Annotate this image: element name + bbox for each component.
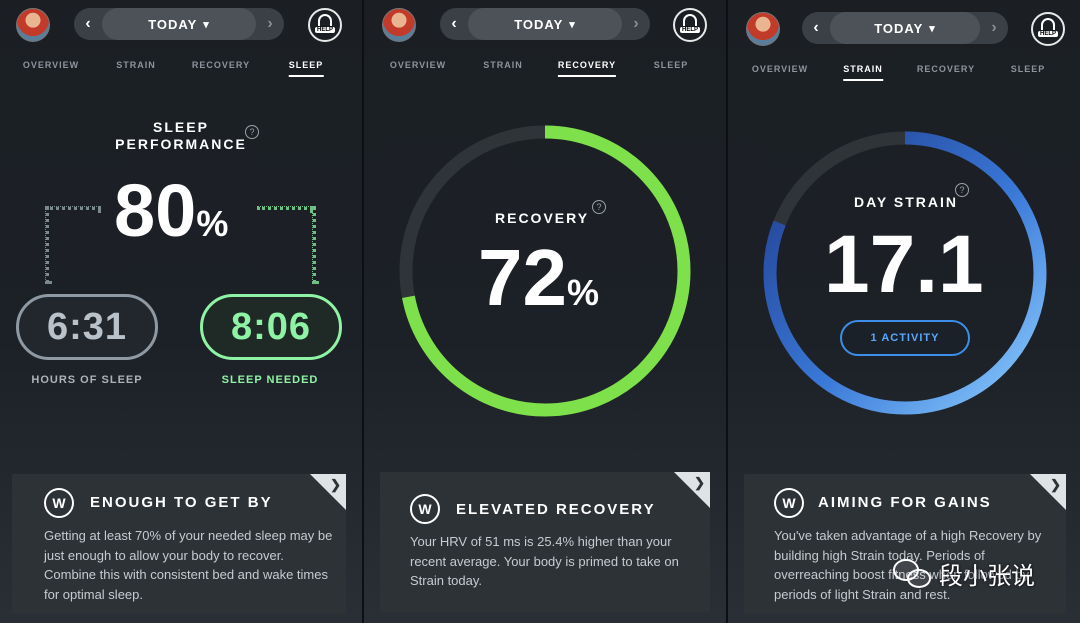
date-selector: ‹ TODAY ▾ › bbox=[74, 8, 284, 40]
date-dropdown[interactable]: TODAY ▾ bbox=[468, 8, 622, 40]
date-label: TODAY bbox=[874, 20, 924, 36]
expand-arrow-icon[interactable]: ❯ bbox=[330, 477, 341, 492]
tab-recovery[interactable]: RECOVERY bbox=[916, 64, 976, 74]
card-title: AIMING FOR GAINS bbox=[818, 494, 992, 511]
whoop-logo-icon: W bbox=[774, 488, 804, 518]
next-day-arrow-icon[interactable]: › bbox=[267, 15, 273, 32]
recovery-panel: ‹ TODAY ▾ › HELP OVERVIEW STRAIN RECOVER… bbox=[364, 0, 726, 623]
date-label: TODAY bbox=[514, 16, 564, 32]
avatar[interactable] bbox=[382, 8, 416, 42]
help-button[interactable]: HELP bbox=[308, 8, 342, 42]
connector-line bbox=[45, 206, 101, 210]
tab-overview[interactable]: OVERVIEW bbox=[751, 64, 809, 74]
whoop-logo-icon: W bbox=[44, 488, 74, 518]
sleep-performance-value: 80% bbox=[114, 169, 229, 252]
tab-overview[interactable]: OVERVIEW bbox=[22, 60, 80, 70]
tab-strain[interactable]: STRAIN bbox=[116, 60, 156, 70]
card-corner bbox=[674, 472, 710, 508]
strain-value: 17.1 bbox=[824, 219, 984, 310]
previous-day-arrow-icon[interactable]: ‹ bbox=[85, 15, 91, 32]
chevron-down-icon: ▾ bbox=[203, 18, 210, 31]
help-button[interactable]: HELP bbox=[673, 8, 707, 42]
tab-overview[interactable]: OVERVIEW bbox=[389, 60, 447, 70]
next-day-arrow-icon[interactable]: › bbox=[991, 19, 997, 36]
avatar[interactable] bbox=[746, 12, 780, 46]
date-selector: ‹ TODAY ▾ › bbox=[440, 8, 650, 40]
expand-arrow-icon[interactable]: ❯ bbox=[694, 475, 705, 490]
avatar[interactable] bbox=[16, 8, 50, 42]
whoop-logo-icon: W bbox=[410, 494, 440, 524]
next-day-arrow-icon[interactable]: › bbox=[633, 15, 639, 32]
wechat-icon bbox=[893, 557, 933, 591]
recovery-ring bbox=[399, 125, 691, 417]
chevron-down-icon: ▾ bbox=[929, 22, 936, 35]
strain-panel: ‹ TODAY ▾ › HELP OVERVIEW STRAIN RECOVER… bbox=[728, 0, 1080, 623]
strain-ring-arc bbox=[763, 131, 1047, 415]
watermark-text: 段小张说 bbox=[939, 562, 1035, 590]
sleep-needed-oval: 8:06 bbox=[200, 294, 342, 360]
headset-icon bbox=[318, 14, 332, 26]
date-label: TODAY bbox=[148, 16, 198, 32]
connector-line bbox=[312, 206, 316, 284]
help-label: HELP bbox=[1037, 31, 1058, 37]
expand-arrow-icon[interactable]: ❯ bbox=[1050, 477, 1061, 492]
card-text: Getting at least 70% of your needed slee… bbox=[44, 528, 333, 602]
connector-line bbox=[45, 206, 49, 284]
day-strain-label: DAY STRAIN bbox=[854, 194, 959, 210]
headset-icon bbox=[1041, 18, 1055, 30]
info-icon[interactable]: ? bbox=[592, 200, 606, 214]
card-title: ELEVATED RECOVERY bbox=[456, 501, 656, 518]
date-dropdown[interactable]: TODAY ▾ bbox=[830, 12, 980, 44]
recovery-insight-card[interactable]: ❯ W ELEVATED RECOVERY Your HRV of 51 ms … bbox=[380, 472, 710, 612]
sleep-insight-card[interactable]: ❯ W ENOUGH TO GET BY Getting at least 70… bbox=[12, 474, 346, 614]
hours-of-sleep-oval: 6:31 bbox=[16, 294, 158, 360]
headset-icon bbox=[683, 14, 697, 26]
watermark: 段小张说 bbox=[893, 556, 1035, 591]
tab-strain[interactable]: STRAIN bbox=[483, 60, 523, 70]
recovery-ring-arc bbox=[399, 125, 691, 417]
strain-insight-card[interactable]: ❯ W AIMING FOR GAINS You've taken advant… bbox=[744, 474, 1066, 614]
recovery-label: RECOVERY bbox=[495, 210, 590, 226]
tab-sleep[interactable]: SLEEP bbox=[653, 60, 689, 70]
card-corner bbox=[1030, 474, 1066, 510]
sleep-panel: ‹ TODAY ▾ › HELP OVERVIEW STRAIN RECOVER… bbox=[0, 0, 362, 623]
tab-sleep[interactable]: SLEEP bbox=[1010, 64, 1046, 74]
tab-recovery[interactable]: RECOVERY bbox=[557, 60, 617, 77]
date-dropdown[interactable]: TODAY ▾ bbox=[102, 8, 256, 40]
card-corner bbox=[310, 474, 346, 510]
previous-day-arrow-icon[interactable]: ‹ bbox=[451, 15, 457, 32]
help-label: HELP bbox=[679, 27, 700, 33]
recovery-value: 72% bbox=[478, 233, 599, 322]
card-text: Your HRV of 51 ms is 25.4% higher than y… bbox=[410, 534, 679, 588]
tab-sleep[interactable]: SLEEP bbox=[288, 60, 324, 77]
tab-recovery[interactable]: RECOVERY bbox=[191, 60, 251, 70]
hours-of-sleep-label: HOURS OF SLEEP bbox=[31, 374, 143, 386]
info-icon[interactable]: ? bbox=[955, 183, 969, 197]
connector-line bbox=[257, 206, 313, 210]
activity-button[interactable]: 1 ACTIVITY bbox=[840, 320, 970, 356]
previous-day-arrow-icon[interactable]: ‹ bbox=[813, 19, 819, 36]
tab-strain[interactable]: STRAIN bbox=[843, 64, 883, 81]
help-button[interactable]: HELP bbox=[1031, 12, 1065, 46]
help-label: HELP bbox=[314, 27, 335, 33]
info-icon[interactable]: ? bbox=[245, 125, 259, 139]
sleep-performance-label: SLEEP PERFORMANCE bbox=[115, 119, 247, 152]
strain-ring bbox=[763, 131, 1047, 415]
card-title: ENOUGH TO GET BY bbox=[90, 494, 273, 511]
date-selector: ‹ TODAY ▾ › bbox=[802, 12, 1008, 44]
chevron-down-icon: ▾ bbox=[569, 18, 576, 31]
sleep-needed-label: SLEEP NEEDED bbox=[221, 374, 319, 386]
